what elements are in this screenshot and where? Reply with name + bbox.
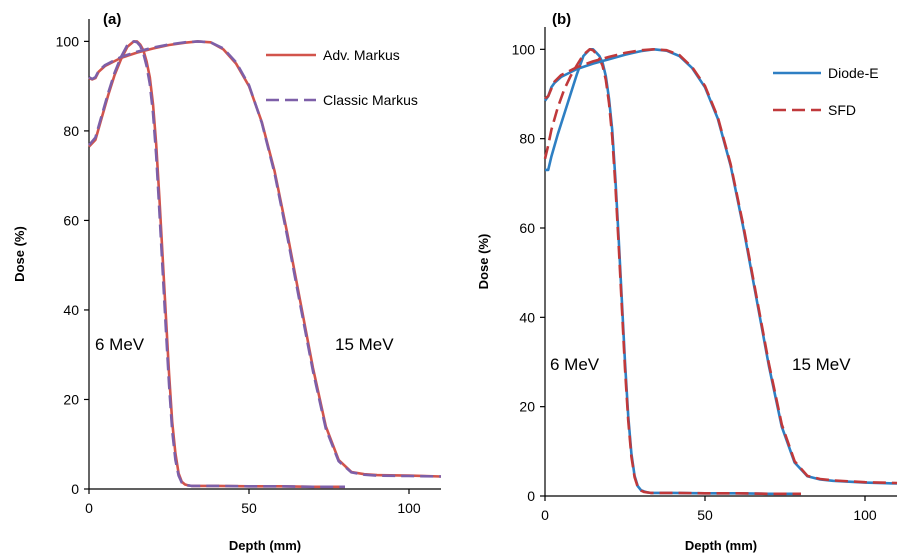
y-tick-label: 100: [56, 33, 80, 49]
y-tick-label: 60: [519, 220, 535, 236]
legend-label: Diode-E: [828, 65, 879, 81]
y-tick-label: 40: [63, 302, 79, 318]
series-line-sfd-6mev: [543, 48, 801, 496]
y-tick-label: 20: [519, 399, 535, 415]
series-line-classic-markus-15mev: [88, 40, 442, 478]
series-line-sfd-15mev: [544, 48, 898, 485]
energy-annotation: 6 MeV: [550, 355, 600, 374]
series-line-adv-markus-6mev: [88, 40, 345, 489]
x-tick-label: 0: [541, 507, 549, 523]
legend-label: Adv. Markus: [323, 47, 400, 63]
y-tick-label: 40: [519, 309, 535, 325]
y-axis-label: Dose (%): [476, 234, 491, 290]
series-line-diode-e-6mev: [545, 48, 801, 496]
panel-label: (b): [552, 11, 571, 28]
x-tick-label: 0: [85, 500, 93, 516]
y-tick-label: 20: [63, 391, 79, 407]
x-tick-label: 50: [241, 500, 257, 516]
chart-panel-a: 0 20 40 60 80 100 0 50 100 Depth (mm) Dose (%) (a) A…: [12, 11, 442, 553]
x-tick-label: 100: [397, 500, 421, 516]
y-tick-label: 100: [512, 41, 536, 57]
x-axis-label: Depth (mm): [685, 538, 757, 553]
x-axis-label: Depth (mm): [229, 538, 301, 553]
y-tick-label: 0: [527, 488, 535, 504]
y-tick-label: 60: [63, 212, 79, 228]
chart-panel-b: 0 20 40 60 80 100 0 50 100 Depth (mm) Dose (%) (b) D…: [476, 11, 898, 553]
legend-label: Classic Markus: [323, 92, 418, 108]
energy-annotation: 6 MeV: [95, 335, 145, 354]
x-tick-label: 50: [697, 507, 713, 523]
y-tick-label: 80: [63, 123, 79, 139]
y-axis-label: Dose (%): [12, 226, 27, 282]
panel-label: (a): [103, 11, 121, 28]
x-tick-label: 100: [853, 507, 877, 523]
legend-label: SFD: [828, 102, 856, 118]
energy-annotation: 15 MeV: [792, 355, 851, 374]
energy-annotation: 15 MeV: [335, 335, 394, 354]
series-line-classic-markus-6mev: [88, 40, 345, 489]
y-tick-label: 0: [71, 481, 79, 497]
y-tick-label: 80: [519, 131, 535, 147]
